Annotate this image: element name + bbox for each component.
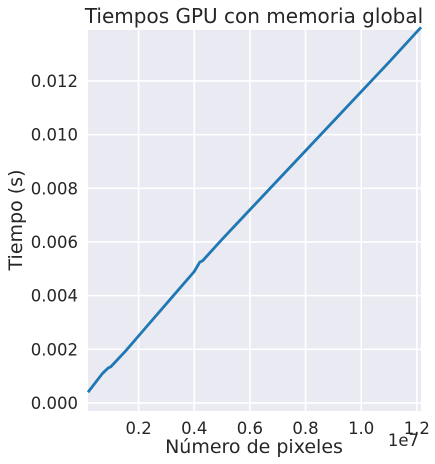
x-tick-label: 1.0: [348, 419, 374, 438]
series-line: [86, 26, 423, 394]
series-layer: [86, 26, 423, 394]
y-tick-label: 0.002: [31, 340, 78, 359]
x-tick-label: 0.8: [292, 419, 318, 438]
x-tick-label: 0.4: [181, 419, 207, 438]
y-tick-label: 0.012: [31, 72, 78, 91]
y-tick-label: 0.010: [31, 126, 78, 145]
grid: [88, 30, 421, 411]
y-axis-label: Tiempo (s): [5, 170, 27, 272]
x-tick-label: 1.2: [404, 419, 430, 438]
x-offset-text: 1e7: [388, 431, 419, 450]
y-tick-label: 0.006: [31, 233, 78, 252]
x-tick-label: 0.6: [237, 419, 263, 438]
x-axis-label: Número de pixeles: [165, 436, 343, 458]
plot-background: [88, 30, 421, 411]
y-tick-labels: 0.000 0.002 0.004 0.006 0.008 0.010 0.012: [31, 72, 78, 413]
y-tick-label: 0.008: [31, 179, 78, 198]
y-tick-label: 0.004: [31, 287, 78, 306]
x-tick-labels: 0.2 0.4 0.6 0.8 1.0 1.2: [126, 419, 430, 438]
y-tick-label: 0.000: [31, 394, 78, 413]
chart-title: Tiempos GPU con memoria global: [84, 4, 423, 28]
x-tick-label: 0.2: [126, 419, 152, 438]
